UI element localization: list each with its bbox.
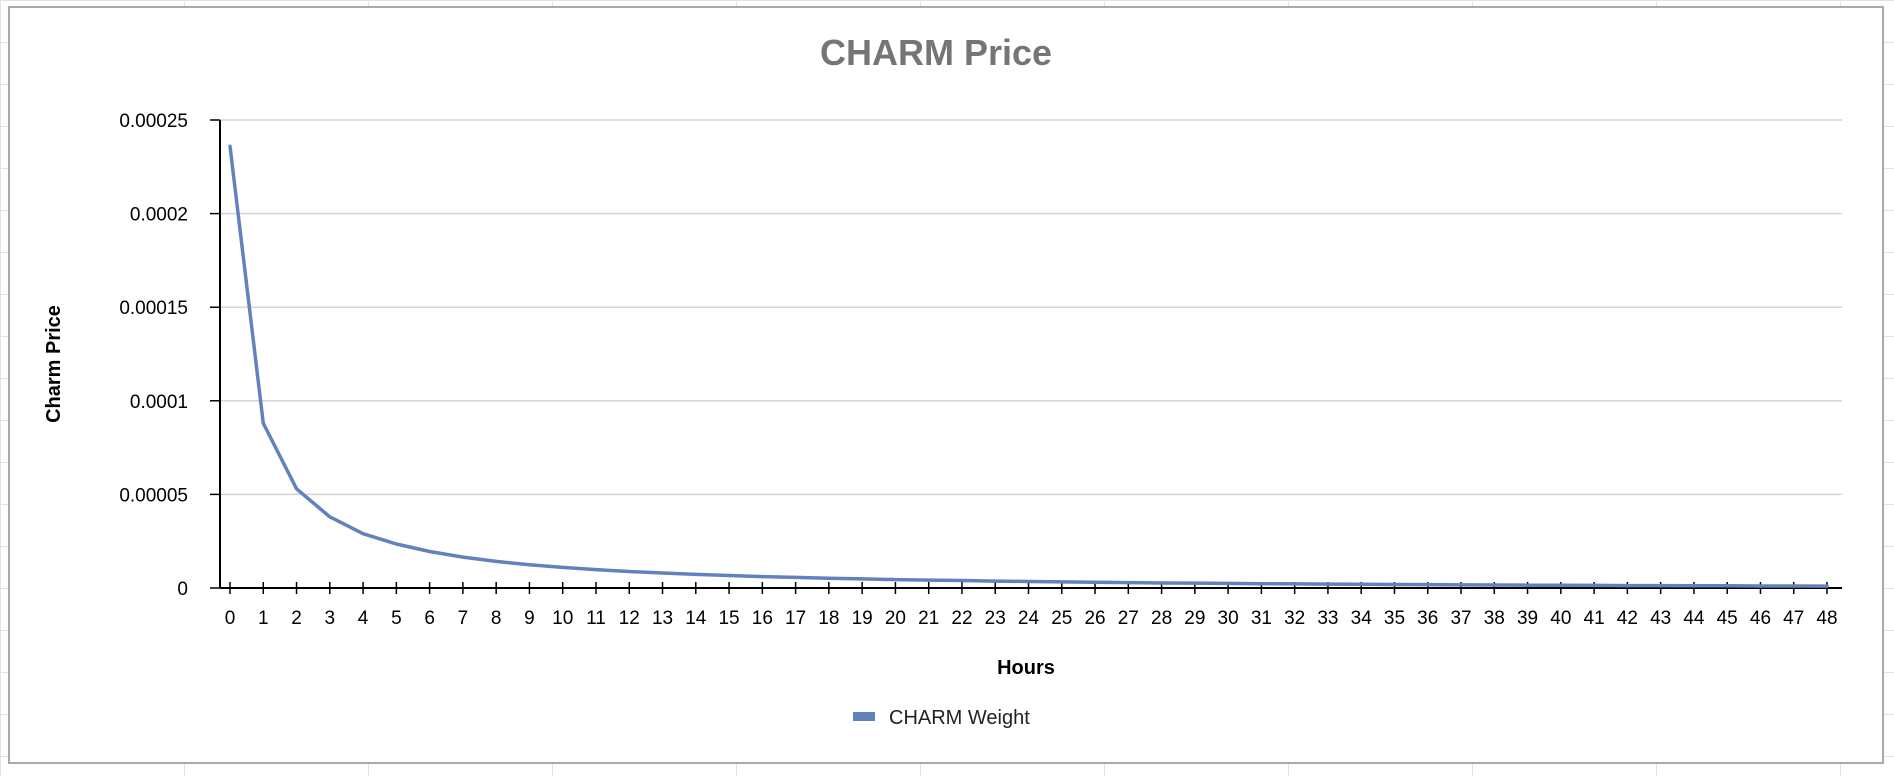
x-tick-label-27: 27 (1118, 608, 1139, 629)
x-tick-label-36: 36 (1417, 608, 1438, 629)
x-tick-label-16: 16 (752, 608, 773, 629)
x-tick-label-14: 14 (685, 608, 707, 629)
y-tick-label-3: 0.00015 (119, 298, 188, 319)
chart-svg: CHARM Price 00.000050.00010.000150.00020… (43, 32, 1842, 729)
x-tick-label-33: 33 (1317, 608, 1338, 629)
x-tick-label-7: 7 (458, 608, 469, 629)
x-tick-label-19: 19 (852, 608, 873, 629)
x-tick-label-40: 40 (1550, 608, 1571, 629)
x-tick-label-25: 25 (1051, 608, 1072, 629)
x-tick-labels: 0 1 2 3 4 5 6 7 8 9 10 11 12 13 14 15 16 17 18 19 20 21 22 23 24… (225, 608, 1838, 629)
x-tick-label-20: 20 (885, 608, 906, 629)
series-line-0 (228, 144, 1829, 588)
x-tick-label-18: 18 (818, 608, 839, 629)
legend-swatch-charm-weight (853, 712, 875, 721)
x-tick-label-5: 5 (391, 608, 402, 629)
x-tick-label-38: 38 (1484, 608, 1505, 629)
x-tick-label-46: 46 (1750, 608, 1771, 629)
x-tick-label-37: 37 (1450, 608, 1471, 629)
x-tick-label-11: 11 (586, 608, 606, 629)
x-tick-label-15: 15 (718, 608, 739, 629)
x-tick-label-34: 34 (1351, 608, 1373, 629)
x-tick-label-6: 6 (424, 608, 435, 629)
x-tick-label-3: 3 (325, 608, 336, 629)
x-tick-label-47: 47 (1783, 608, 1804, 629)
x-tick-label-48: 48 (1816, 608, 1837, 629)
x-tick-label-26: 26 (1084, 608, 1105, 629)
x-tick-label-45: 45 (1717, 608, 1738, 629)
legend-label-charm-weight: CHARM Weight (889, 707, 1030, 729)
x-tick-label-10: 10 (552, 608, 573, 629)
x-tick-label-32: 32 (1284, 608, 1305, 629)
x-tick-label-12: 12 (619, 608, 640, 629)
y-tick-label-4: 0.0002 (130, 205, 188, 226)
chart-title: CHARM Price (820, 32, 1052, 73)
y-tick-label-1: 0.00005 (119, 485, 188, 506)
x-tick-label-43: 43 (1650, 608, 1671, 629)
chart-container[interactable]: CHARM Price 0 0.00005 0.0001 0.00015 0.0002 0… (8, 6, 1884, 764)
y-axis-title: Charm Price (43, 305, 65, 423)
x-tick-label-9: 9 (524, 608, 535, 629)
x-tick-label-21: 21 (918, 608, 939, 629)
x-tick-label-29: 29 (1184, 608, 1205, 629)
x-tick-label-8: 8 (491, 608, 502, 629)
axes (210, 119, 1842, 594)
x-tick-label-4: 4 (358, 608, 369, 629)
x-tick-label-0: 0 (225, 608, 236, 629)
x-tick-label-2: 2 (291, 608, 302, 629)
x-tick-label-44: 44 (1683, 608, 1705, 629)
x-tick-label-35: 35 (1384, 608, 1405, 629)
x-tick-label-28: 28 (1151, 608, 1172, 629)
legend: CHARM Weight (853, 707, 1030, 729)
x-tick-label-22: 22 (951, 608, 972, 629)
series-lines (228, 144, 1829, 588)
x-axis-title: Hours (997, 657, 1055, 679)
x-tick-label-17: 17 (785, 608, 806, 629)
x-tick-label-41: 41 (1584, 608, 1605, 629)
x-tick-label-42: 42 (1617, 608, 1638, 629)
x-tick-label-31: 31 (1251, 608, 1272, 629)
x-tick-label-30: 30 (1218, 608, 1239, 629)
x-tick-label-1: 1 (258, 608, 269, 629)
x-tick-label-13: 13 (652, 608, 673, 629)
x-tick-label-24: 24 (1018, 608, 1040, 629)
y-tick-label-5: 0.00025 (119, 111, 188, 132)
x-tick-label-23: 23 (985, 608, 1006, 629)
y-tick-label-0: 0 (177, 579, 188, 600)
x-tick-label-39: 39 (1517, 608, 1538, 629)
y-tick-label-2: 0.0001 (130, 392, 188, 413)
y-tick-labels: 0 0.00005 0.0001 0.00015 0.0002 0.00025 (119, 111, 188, 600)
gridlines (220, 119, 1842, 496)
